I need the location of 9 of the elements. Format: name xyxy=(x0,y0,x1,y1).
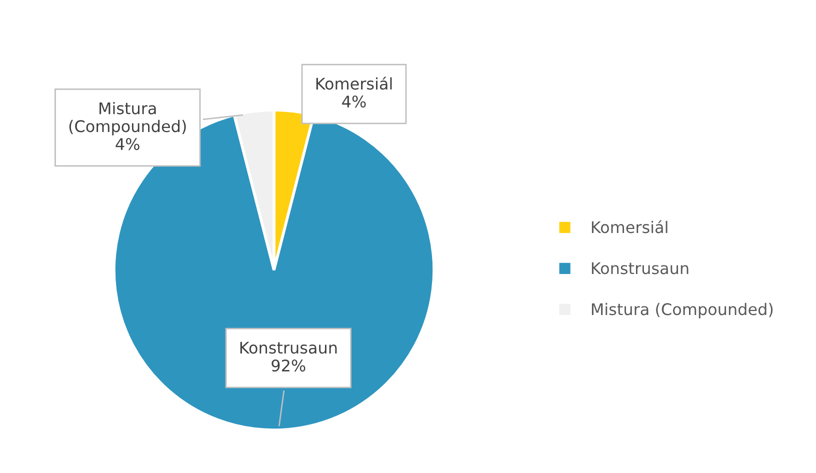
slice-label: Mistura (Compounded) xyxy=(69,102,186,136)
data-label: 4% xyxy=(116,138,140,150)
legend-label: Konstrusaun xyxy=(592,262,688,274)
slice-label: Konstrusaun xyxy=(240,342,337,354)
data-label: 92% xyxy=(272,359,306,372)
data-label: 4% xyxy=(342,95,366,108)
legend-label: Mistura (Compounded) xyxy=(592,302,773,318)
legend-label: Komersiál xyxy=(592,220,668,234)
slice-label: Komersiál xyxy=(316,76,392,90)
